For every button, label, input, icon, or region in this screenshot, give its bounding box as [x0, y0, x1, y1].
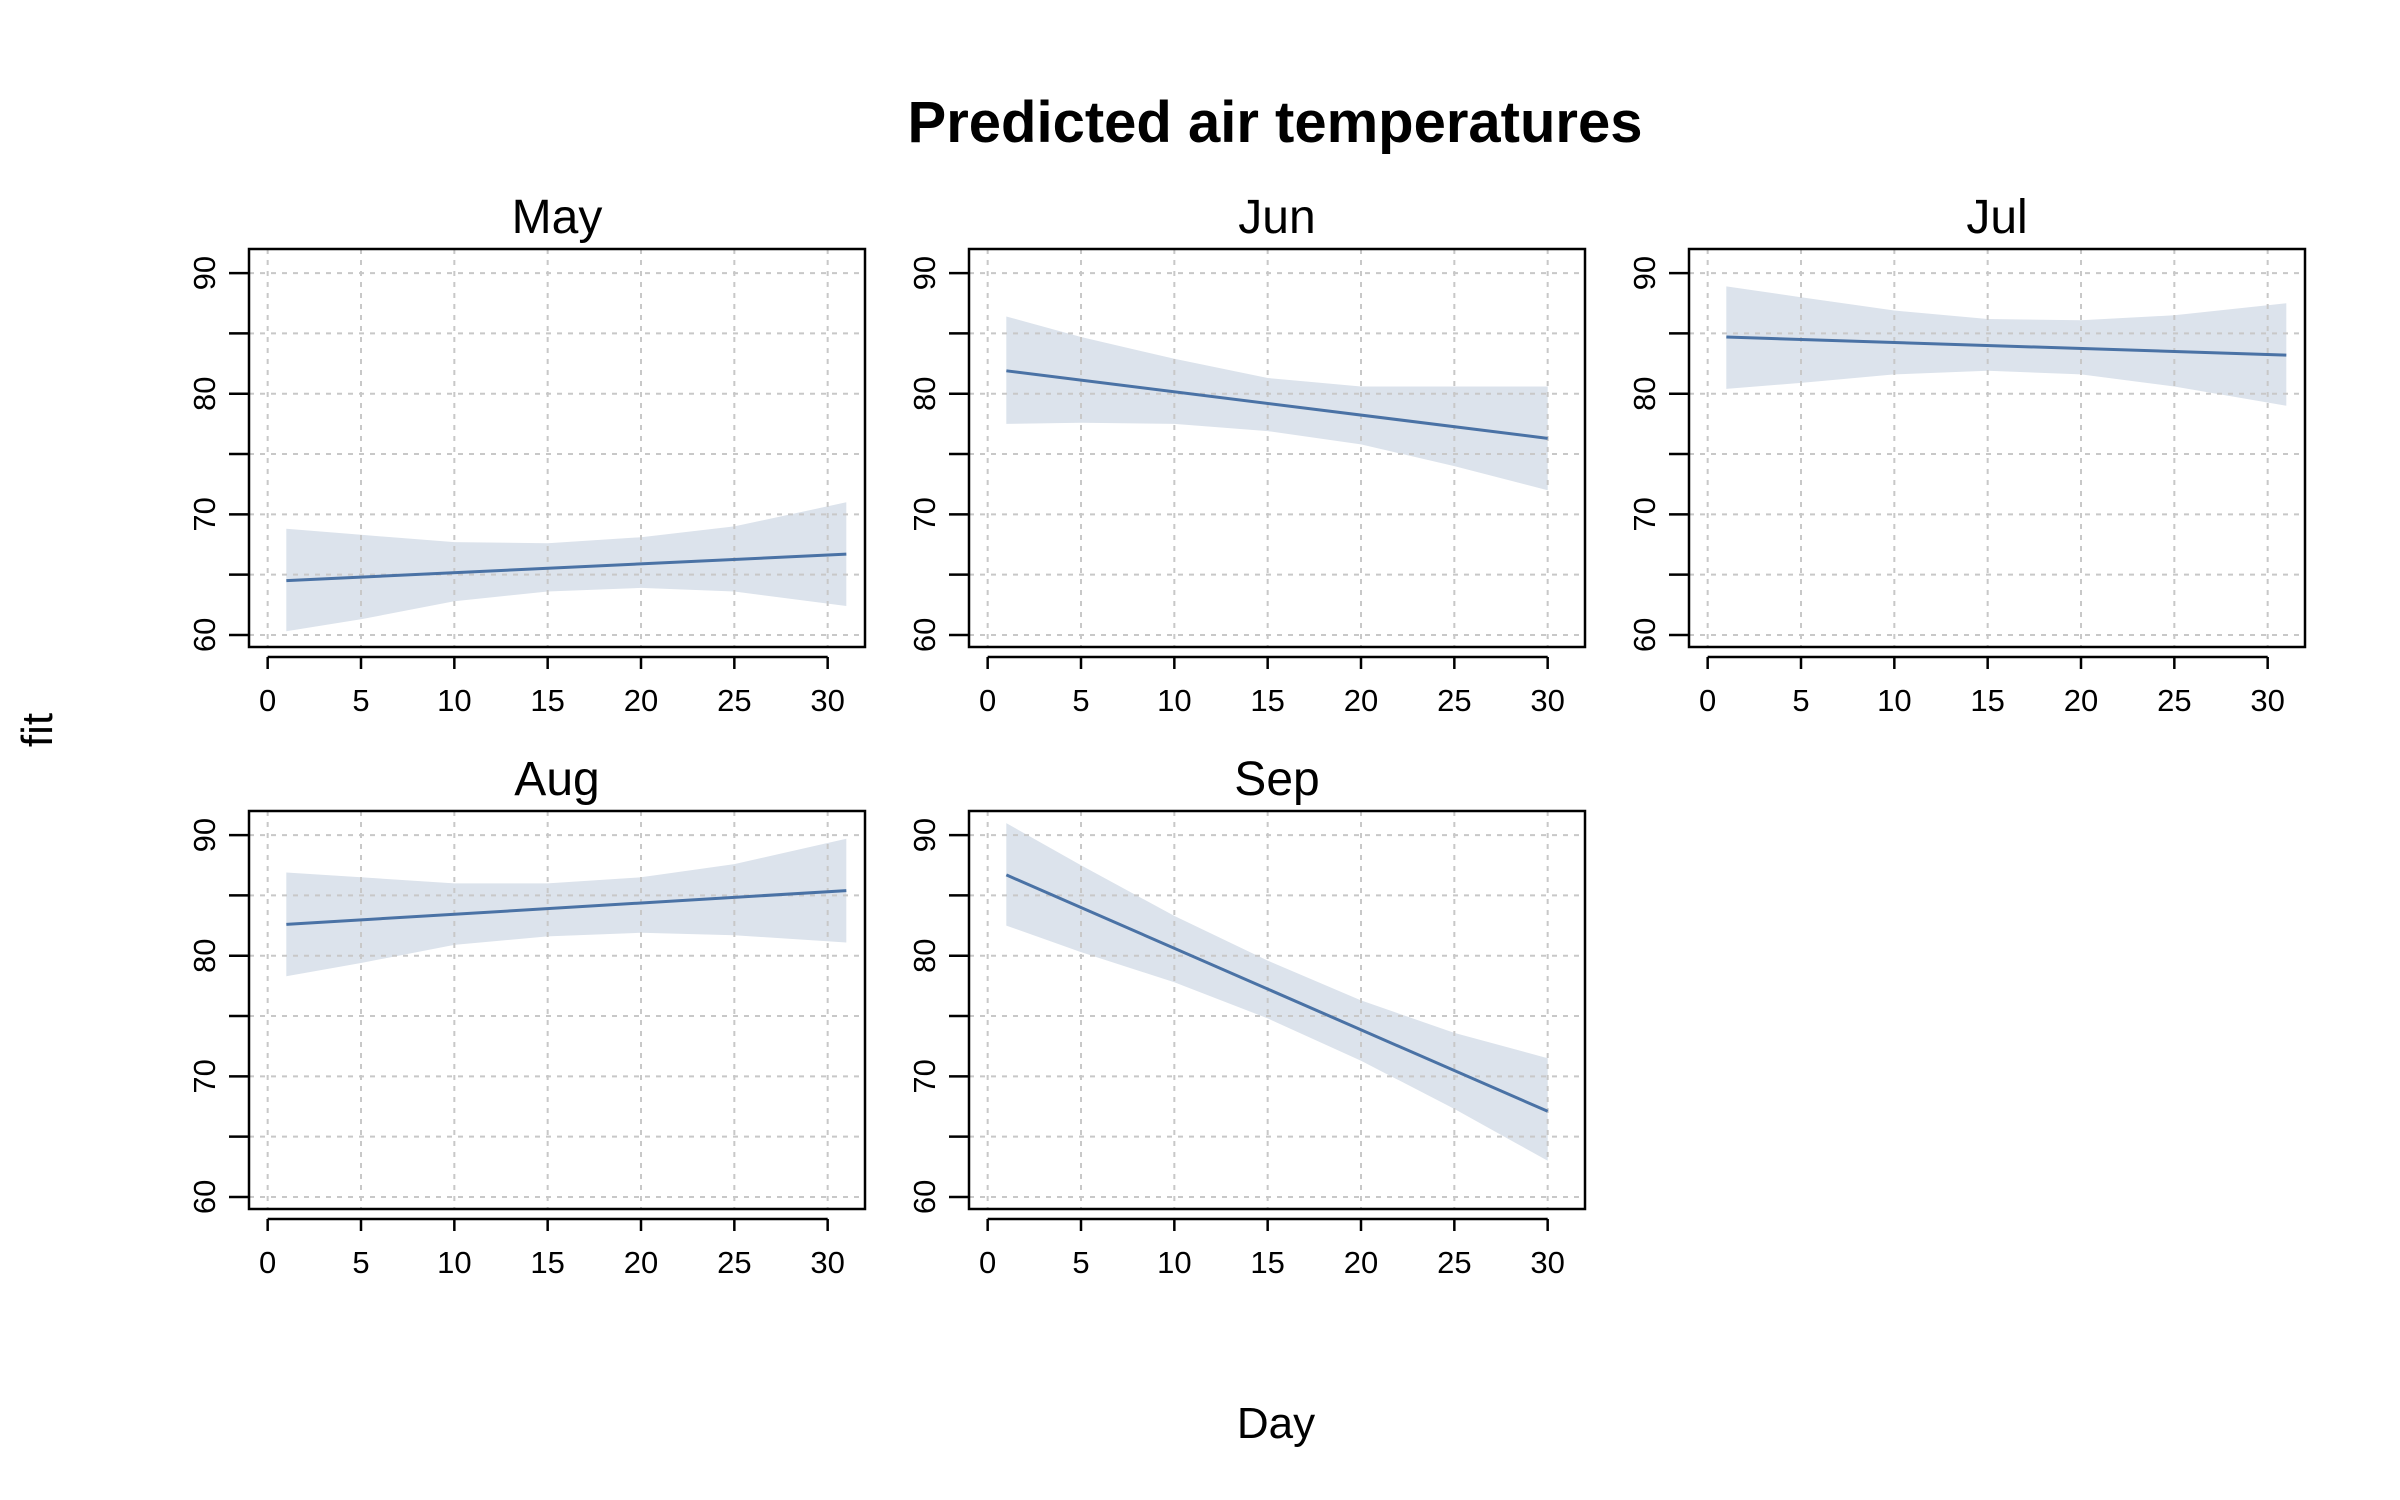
y-tick-label: 90 [907, 256, 942, 290]
panel-frame [967, 809, 1587, 1211]
x-tick-label: 20 [624, 683, 658, 718]
x-tick-label: 15 [530, 683, 564, 718]
panel-aug: Aug 60 70 80 90 0 5 10 15 20 25 30 [187, 753, 867, 1280]
x-axis-title: Day [1237, 1399, 1315, 1448]
panel-frame [967, 247, 1587, 649]
y-axis-title: fit [13, 713, 62, 747]
x-tick-label: 10 [437, 1245, 471, 1280]
y-tick-label: 90 [187, 818, 222, 852]
x-tick-label: 20 [1344, 683, 1378, 718]
panels: May 60 70 80 90 0 5 10 15 20 25 30 Jun 60 70 80 90 0 5 10 15… [187, 191, 2307, 1280]
x-tick-label: 20 [1344, 1245, 1378, 1280]
panel-frame [247, 247, 867, 649]
x-tick-label: 15 [1250, 683, 1284, 718]
x-tick-label: 20 [624, 1245, 658, 1280]
y-tick-label: 70 [907, 1059, 942, 1093]
x-tick-label: 10 [1157, 683, 1191, 718]
x-tick-label: 0 [979, 1245, 996, 1280]
chart-title: Predicted air temperatures [908, 90, 1643, 155]
x-tick-label: 5 [1072, 683, 1089, 718]
x-tick-label: 30 [2250, 683, 2284, 718]
y-tick-label: 80 [907, 938, 942, 972]
x-tick-label: 25 [1437, 683, 1471, 718]
x-tick-label: 0 [259, 683, 276, 718]
x-tick-label: 5 [1792, 683, 1809, 718]
y-tick-label: 90 [187, 256, 222, 290]
panel-sep: Sep 60 70 80 90 0 5 10 15 20 25 30 [907, 753, 1587, 1280]
panel-title: Jul [1966, 191, 2027, 244]
fit-line [1726, 335, 2287, 357]
x-tick-label: 25 [717, 1245, 751, 1280]
fit-line [286, 889, 847, 926]
y-tick-label: 60 [907, 618, 942, 652]
panel-frame [1687, 247, 2307, 649]
x-tick-label: 5 [352, 1245, 369, 1280]
y-tick-label: 70 [187, 1059, 222, 1093]
panel-title: Jun [1238, 191, 1315, 244]
x-tick-label: 0 [1699, 683, 1716, 718]
panel-jun: Jun 60 70 80 90 0 5 10 15 20 25 30 [907, 191, 1587, 718]
fit-line [286, 552, 847, 583]
y-tick-label: 60 [1627, 618, 1662, 652]
y-tick-label: 60 [187, 618, 222, 652]
x-tick-label: 15 [530, 1245, 564, 1280]
y-tick-label: 60 [907, 1180, 942, 1214]
x-tick-label: 0 [979, 683, 996, 718]
x-tick-label: 30 [810, 683, 844, 718]
y-tick-label: 90 [1627, 256, 1662, 290]
x-tick-label: 25 [1437, 1245, 1471, 1280]
x-tick-label: 25 [717, 683, 751, 718]
x-tick-label: 20 [2064, 683, 2098, 718]
x-tick-label: 25 [2157, 683, 2191, 718]
x-tick-label: 10 [1877, 683, 1911, 718]
panel-title: May [512, 191, 603, 244]
x-tick-label: 0 [259, 1245, 276, 1280]
x-tick-label: 5 [1072, 1245, 1089, 1280]
panel-title: Sep [1234, 753, 1319, 806]
y-tick-label: 70 [907, 497, 942, 531]
panel-title: Aug [514, 753, 599, 806]
x-tick-label: 30 [1530, 683, 1564, 718]
y-tick-label: 60 [187, 1180, 222, 1214]
panel-may: May 60 70 80 90 0 5 10 15 20 25 30 [187, 191, 867, 718]
x-tick-label: 15 [1250, 1245, 1284, 1280]
y-tick-label: 80 [907, 376, 942, 410]
panel-frame [247, 809, 867, 1211]
x-tick-label: 5 [352, 683, 369, 718]
y-tick-label: 70 [187, 497, 222, 531]
x-tick-label: 15 [1970, 683, 2004, 718]
x-tick-label: 10 [437, 683, 471, 718]
panel-jul: Jul 60 70 80 90 0 5 10 15 20 25 30 [1627, 191, 2307, 718]
y-tick-label: 80 [187, 376, 222, 410]
y-tick-label: 80 [1627, 376, 1662, 410]
y-tick-label: 90 [907, 818, 942, 852]
fit-line [1006, 369, 1548, 440]
y-tick-label: 80 [187, 938, 222, 972]
x-tick-label: 30 [1530, 1245, 1564, 1280]
fit-line [1005, 873, 1549, 1113]
x-tick-label: 30 [810, 1245, 844, 1280]
y-tick-label: 70 [1627, 497, 1662, 531]
x-tick-label: 10 [1157, 1245, 1191, 1280]
